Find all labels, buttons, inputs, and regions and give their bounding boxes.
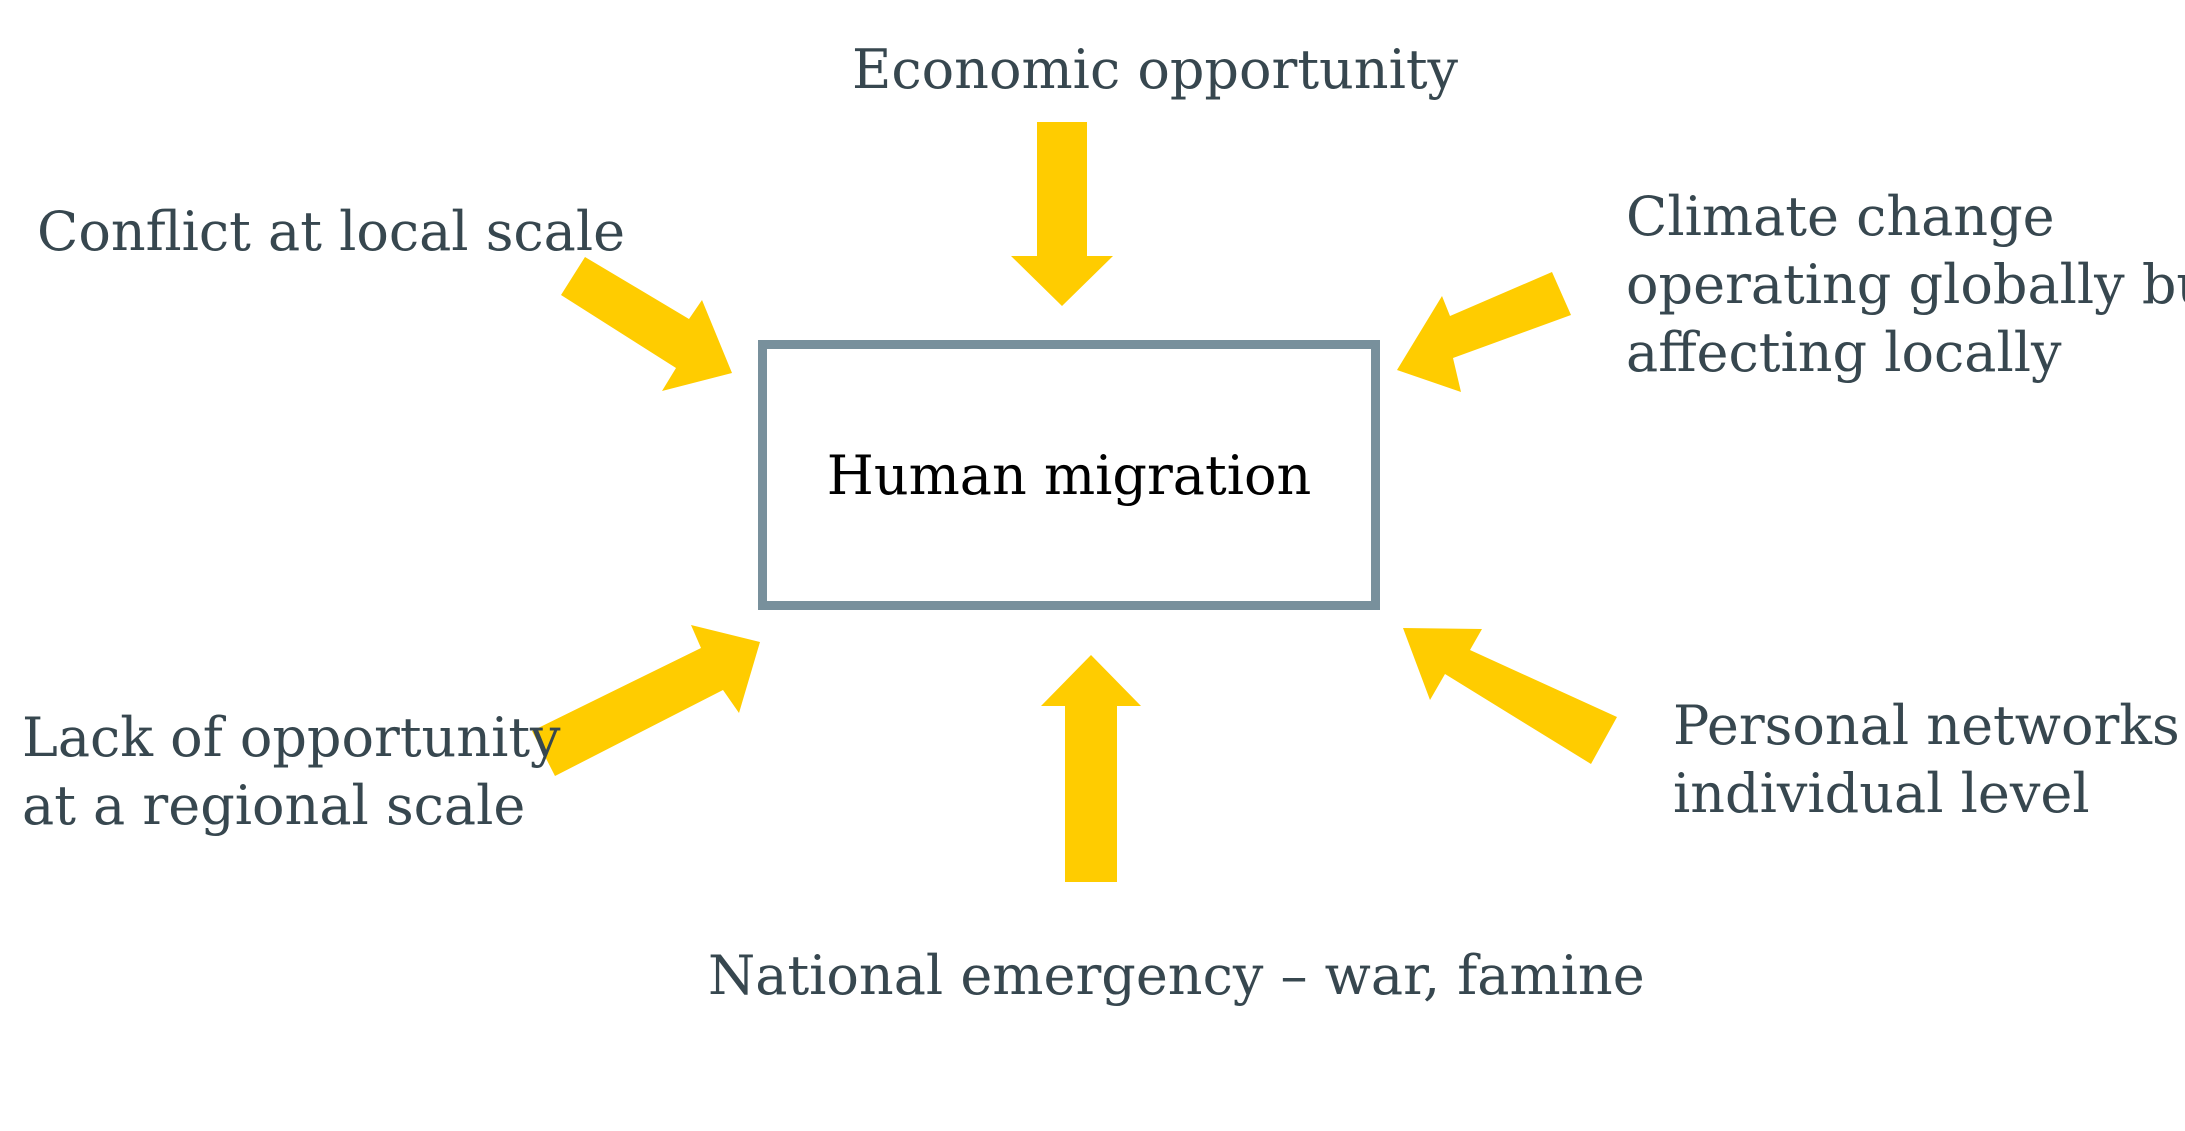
- factor-line: Conflict at local scale: [37, 200, 626, 263]
- factor-line: affecting locally: [1626, 321, 2062, 384]
- arrow-personal-networks: [1403, 628, 1617, 764]
- factor-national-emergency: National emergency – war, famine: [708, 942, 1645, 1010]
- factor-line: at a regional scale: [22, 774, 526, 837]
- arrow-conflict-local: [561, 257, 732, 391]
- arrow-national-emergency: [1041, 655, 1141, 882]
- arrow-economic-opportunity: [1011, 122, 1113, 306]
- factor-line: individual level: [1673, 762, 2090, 825]
- arrow-lack-of-opportunity: [532, 625, 760, 776]
- factor-line: Climate change: [1626, 185, 2055, 248]
- factor-line: Lack of opportunity: [22, 706, 561, 769]
- factor-line: Personal networks –: [1673, 694, 2185, 757]
- factor-conflict-local: Conflict at local scale: [37, 198, 625, 266]
- center-box-human-migration: Human migration: [758, 340, 1380, 610]
- factor-economic-opportunity: Economic opportunity: [852, 36, 1458, 104]
- arrow-climate-change: [1397, 272, 1571, 392]
- center-label: Human migration: [826, 443, 1312, 507]
- factor-line: operating globally but: [1626, 253, 2185, 316]
- factor-line: National emergency – war, famine: [708, 944, 1645, 1007]
- factor-climate-change: Climate change operating globally but af…: [1626, 183, 2185, 387]
- factor-line: Economic opportunity: [852, 38, 1459, 101]
- factor-lack-of-opportunity: Lack of opportunity at a regional scale: [22, 704, 561, 840]
- factor-personal-networks: Personal networks – individual level: [1673, 692, 2185, 828]
